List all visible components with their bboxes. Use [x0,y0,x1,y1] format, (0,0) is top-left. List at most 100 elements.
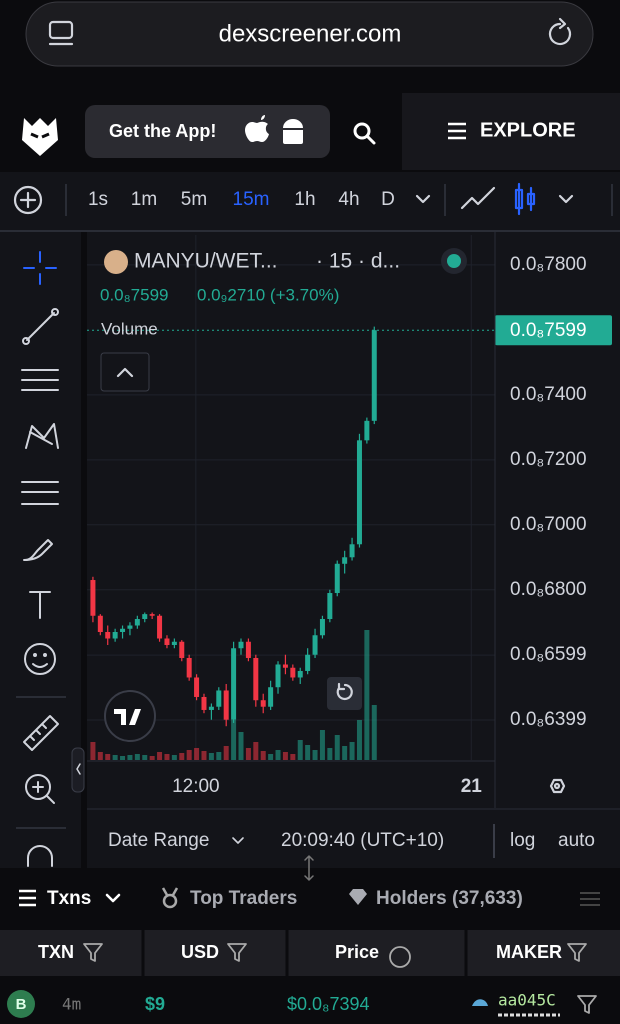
log-toggle[interactable]: log [510,830,535,851]
timeframe[interactable]: 4h [338,189,359,210]
search-icon[interactable] [353,122,376,145]
volume-bar [208,753,214,760]
timeframe[interactable]: 1h [294,189,315,210]
volume-label: Volume [101,319,158,338]
status-dot [447,254,461,268]
volume-bar [371,705,377,760]
volume-bar [282,752,288,760]
clock: 20:09:40 (UTC+10) [281,830,444,851]
volume-bar [134,754,140,760]
timeframe[interactable]: 1m [131,189,157,210]
token-icon [104,250,128,274]
candle-body [127,625,133,629]
volume-bar [201,751,207,760]
candle-body [194,677,200,697]
candle-body [253,657,259,701]
settings-icon[interactable] [549,778,566,794]
candle-body [305,654,311,671]
collapse-icon [116,367,134,378]
resize-handle[interactable] [304,855,314,881]
candle-body [260,700,266,707]
timeframes: 1s 1m 5m 15m 1h 4h D [88,189,395,210]
price-tag-label: 0.0₈7599 [510,320,587,341]
last-price: 0.0₈7599 [100,285,169,304]
tab-holders[interactable]: Holders (37,633) [376,888,523,909]
chart-type-dropdown[interactable] [558,194,574,204]
th-txn: TXN [38,942,74,962]
candle-body [179,641,185,658]
date-range[interactable]: Date Range [108,830,209,851]
x-tick-label: 21 [461,776,483,797]
candle-body [268,687,274,707]
candle-body [371,330,377,421]
timeframe[interactable]: 1s [88,189,108,210]
volume-bar [164,754,170,760]
timeframe[interactable]: D [381,189,395,210]
sidebar-separators [16,696,66,829]
drawing-toolbar [0,232,81,868]
candle-chart-icon[interactable] [514,182,536,216]
tabs-icon[interactable] [48,20,74,46]
tab-top-traders[interactable]: Top Traders [190,888,297,909]
volume-bar [142,755,148,760]
y-tick-label: 0.0₈7000 [510,514,587,535]
url-bar[interactable] [25,1,594,67]
volume-bar [245,748,251,760]
price-change: 0.0₉2710 (+3.70%) [197,285,339,304]
candle-body [157,615,163,639]
volume-bar [268,754,274,760]
reset-button[interactable] [327,677,362,710]
volume-bar [120,756,126,760]
volume-bar [349,742,355,760]
get-app-text: Get the App! [109,121,216,141]
volume-bar [290,754,296,760]
logo[interactable] [22,118,58,156]
reload-icon[interactable] [548,17,572,46]
filter-icons[interactable] [83,943,597,1014]
table-header [0,930,620,976]
buy-badge [7,990,35,1018]
sidebar-toggle-icon [76,763,81,775]
volume-bar [90,742,96,760]
explore-panel[interactable] [402,93,620,170]
candle-body [312,635,318,655]
candle-body [342,557,348,564]
txn-age: 4m [62,995,81,1014]
get-app-button[interactable] [85,105,330,158]
volume-bar [149,756,155,760]
volume-bar [319,730,325,760]
volume-bar [238,732,244,760]
price-tag [495,315,612,346]
sidebar-divider [81,232,87,868]
pair-name: MANYU/WET... [134,250,278,273]
volume-bar [157,752,163,760]
explore-text: EXPLORE [480,119,576,141]
volume-bar [127,755,133,760]
auto-toggle[interactable]: auto [558,830,595,851]
line-chart-icon[interactable] [460,186,496,210]
candle-body [349,544,355,558]
collapse-button[interactable] [100,352,150,392]
txn-type: B [16,996,27,1013]
more-icon[interactable] [580,892,600,906]
timeframe[interactable]: 15m [233,189,270,210]
timeframe[interactable]: 5m [181,189,207,210]
candle-body [186,657,192,678]
volume-bar [194,748,200,760]
volume-bar [231,720,237,760]
y-tick-label: 0.0₈7800 [510,254,587,275]
add-indicator-icon[interactable] [13,185,43,215]
maker[interactable]: aa045C [498,991,556,1010]
tradingview-logo[interactable] [104,690,156,742]
drawing-tools[interactable] [21,251,59,867]
volume-bar [112,755,118,760]
timeframe-dropdown[interactable] [415,194,431,204]
txns-icon [19,889,36,907]
candle-body [223,690,229,720]
url: dexscreener.com [219,20,402,47]
toolbar-dividers [65,184,613,216]
candle-body [149,614,155,616]
diamond-icon [349,889,367,905]
volume-bar [356,720,362,760]
tab-txns[interactable]: Txns [47,888,91,909]
